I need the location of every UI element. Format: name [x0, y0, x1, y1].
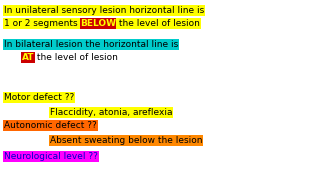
- Text: Neurological level ??: Neurological level ??: [4, 152, 98, 161]
- Text: 1 or 2 segments: 1 or 2 segments: [4, 19, 81, 28]
- Text: In unilateral sensory lesion horizontal line is: In unilateral sensory lesion horizontal …: [4, 6, 204, 15]
- Text: Motor defect ??: Motor defect ??: [4, 93, 74, 102]
- Text: the level of lesion: the level of lesion: [116, 19, 200, 28]
- Text: BELOW: BELOW: [81, 19, 116, 28]
- Text: AT: AT: [22, 53, 35, 62]
- Text: Flaccidity, atonia, areflexia: Flaccidity, atonia, areflexia: [50, 108, 172, 117]
- Text: Autonomic defect ??: Autonomic defect ??: [4, 121, 97, 130]
- Text: Absent sweating below the lesion: Absent sweating below the lesion: [50, 136, 203, 145]
- Text: In bilateral lesion the horizontal line is: In bilateral lesion the horizontal line …: [4, 40, 178, 49]
- Text: the level of lesion: the level of lesion: [35, 53, 118, 62]
